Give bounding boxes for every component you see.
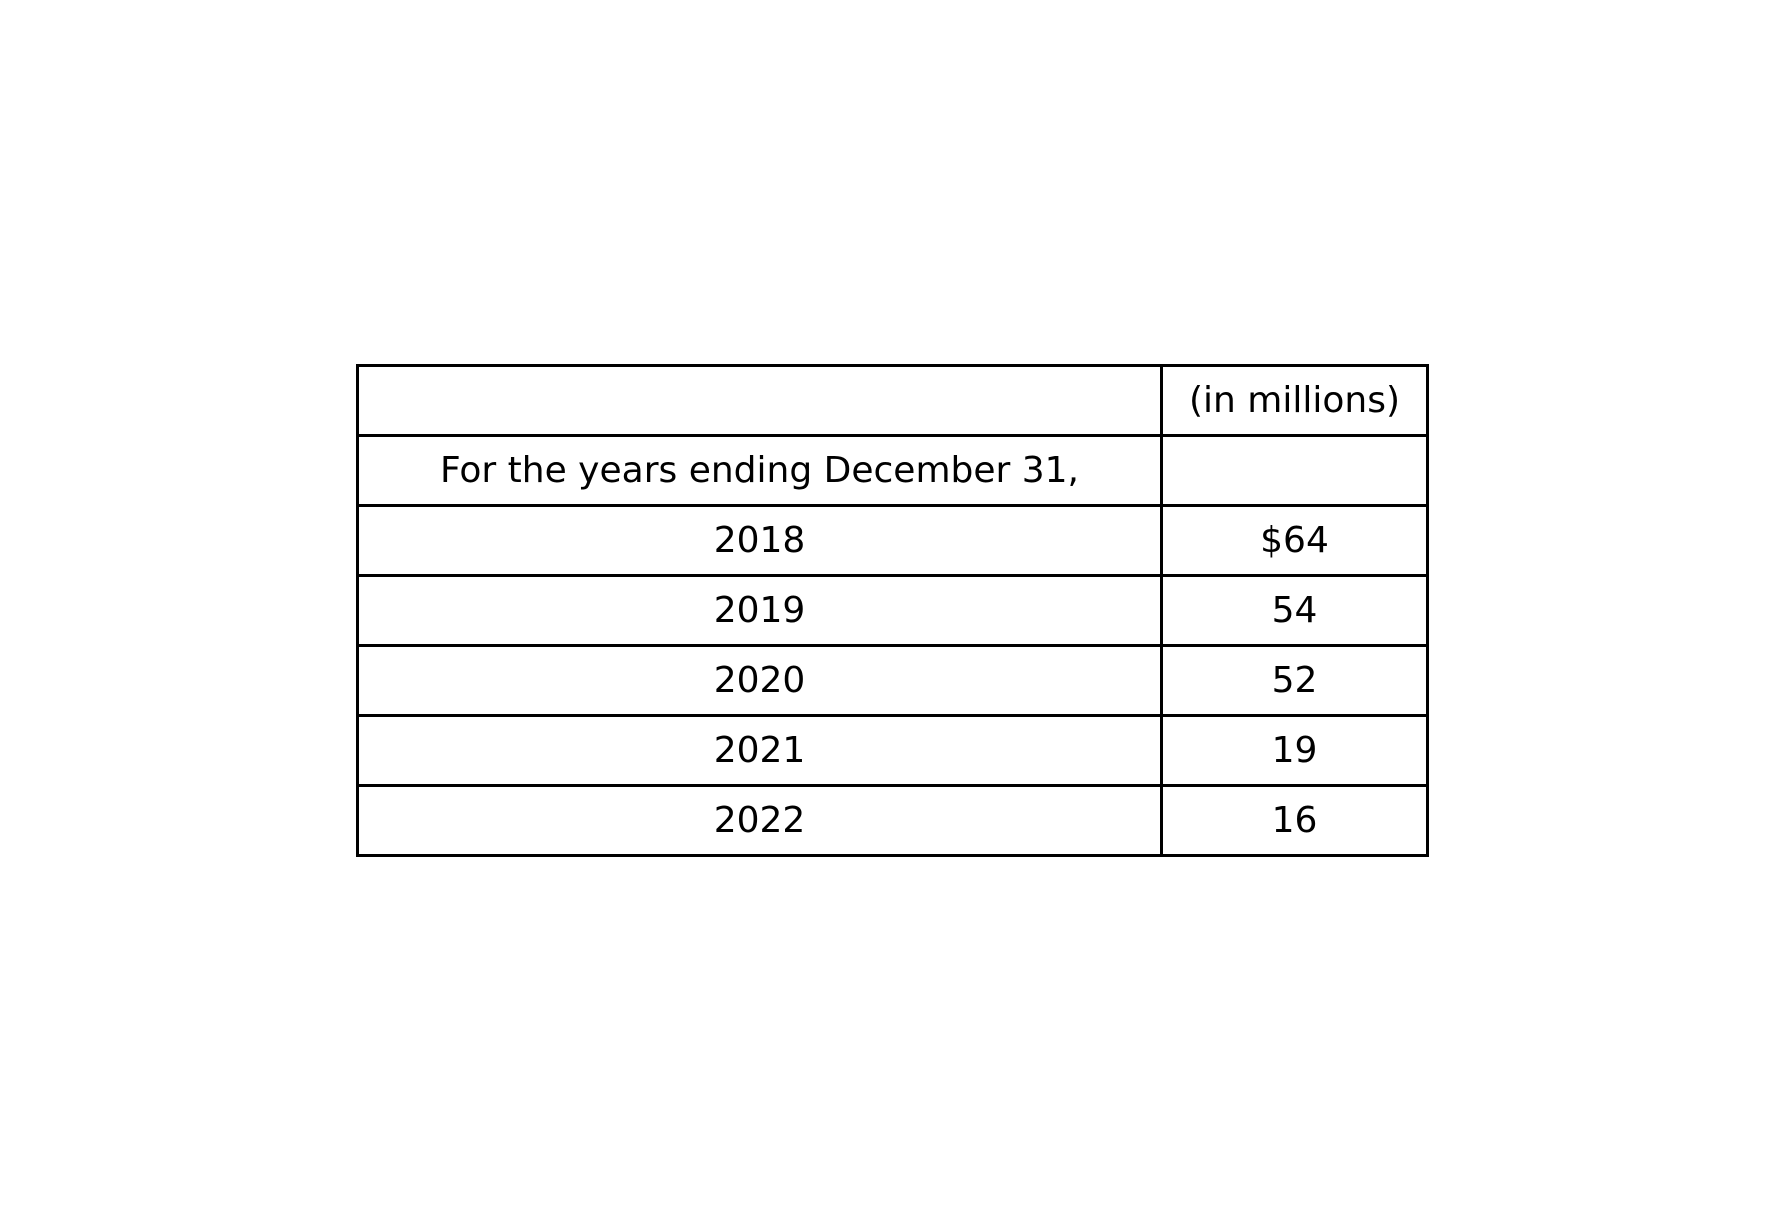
period-label-cell: For the years ending December 31,: [356, 434, 1163, 507]
amount-cell: 16: [1160, 784, 1429, 857]
maturities-table: (in millions) For the years ending Decem…: [356, 364, 1429, 857]
year-cell: 2018: [356, 504, 1163, 577]
table-row: 2022 16: [356, 784, 1429, 857]
table-row: 2021 19: [356, 714, 1429, 787]
year-cell: 2020: [356, 644, 1163, 717]
table-row: 2020 52: [356, 644, 1429, 717]
year-cell: 2019: [356, 574, 1163, 647]
subheader-value-cell: [1160, 434, 1429, 507]
units-header-cell: (in millions): [1160, 364, 1429, 437]
year-cell: 2022: [356, 784, 1163, 857]
amount-cell: 19: [1160, 714, 1429, 787]
amount-cell: $64: [1160, 504, 1429, 577]
amount-cell: 52: [1160, 644, 1429, 717]
table-row: 2019 54: [356, 574, 1429, 647]
amount-cell: 54: [1160, 574, 1429, 647]
header-label-cell: [356, 364, 1163, 437]
table-row: 2018 $64: [356, 504, 1429, 577]
table-header-row: (in millions): [356, 364, 1429, 437]
year-cell: 2021: [356, 714, 1163, 787]
table-subheader-row: For the years ending December 31,: [356, 434, 1429, 507]
